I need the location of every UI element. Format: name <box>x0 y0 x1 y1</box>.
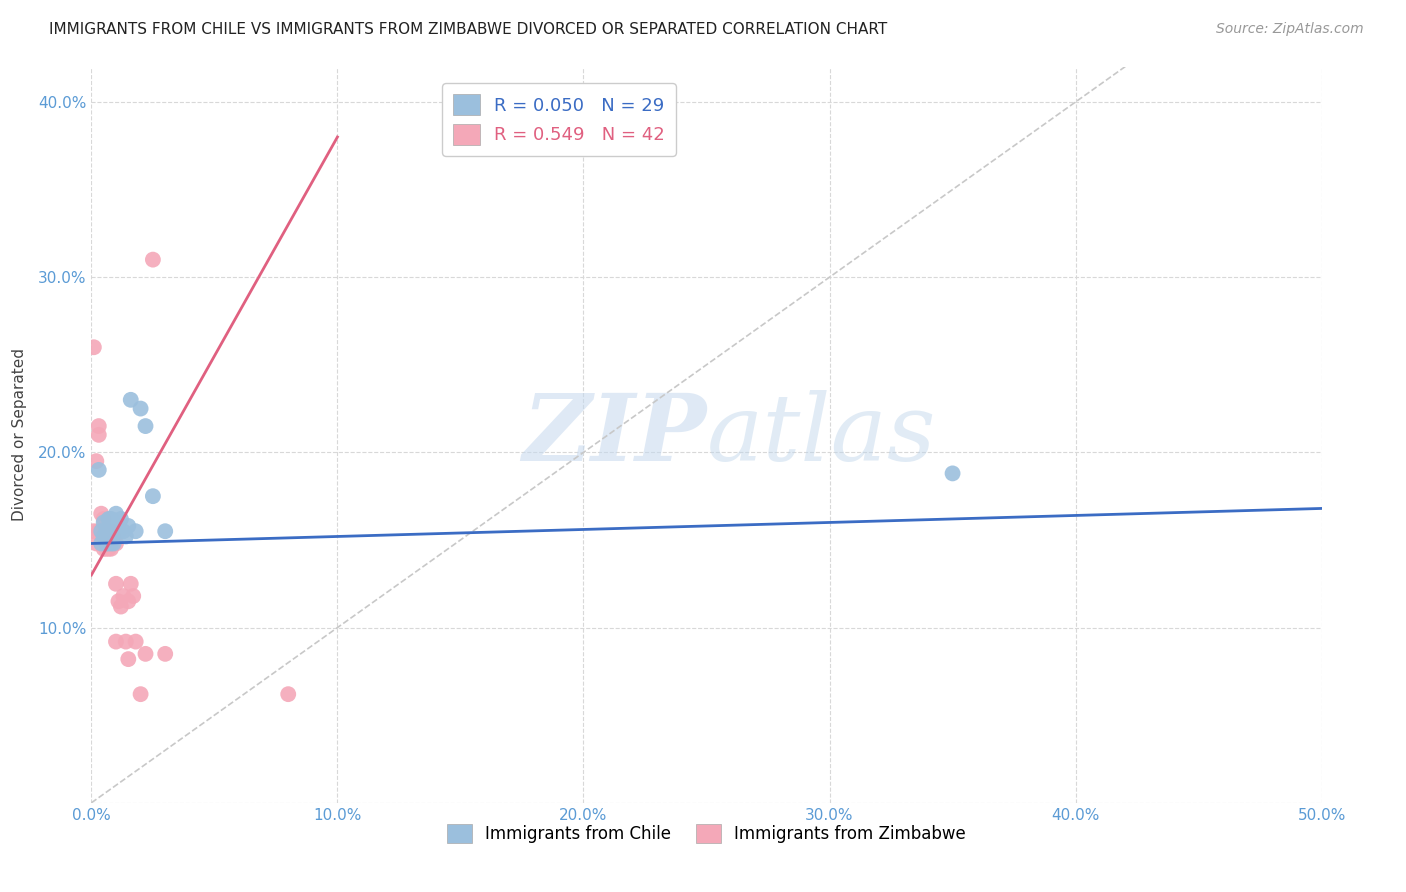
Point <box>105 536 127 550</box>
Point <box>277 687 299 701</box>
Point <box>100 512 122 526</box>
Point <box>142 252 165 267</box>
Point <box>153 647 177 661</box>
Point <box>87 463 110 477</box>
Point <box>90 524 112 539</box>
Point <box>83 340 105 354</box>
Point <box>107 594 129 608</box>
Point <box>96 524 117 539</box>
Point <box>97 533 120 547</box>
Point <box>103 516 125 530</box>
Point <box>97 541 120 556</box>
Point <box>103 536 125 550</box>
Text: ZIP: ZIP <box>522 390 706 480</box>
Point <box>110 512 132 526</box>
Point <box>90 507 112 521</box>
Point <box>124 524 146 539</box>
Point <box>97 512 120 526</box>
Point <box>117 652 139 666</box>
Point <box>120 576 142 591</box>
Point <box>87 419 110 434</box>
Point <box>83 524 105 539</box>
Point <box>97 524 120 539</box>
Point <box>107 524 129 539</box>
Point <box>105 507 127 521</box>
Point <box>96 536 117 550</box>
Point <box>105 576 127 591</box>
Point <box>129 687 152 701</box>
Point <box>90 536 112 550</box>
Point <box>103 529 125 543</box>
Point <box>117 519 139 533</box>
Text: atlas: atlas <box>706 390 936 480</box>
Point <box>114 529 138 543</box>
Text: IMMIGRANTS FROM CHILE VS IMMIGRANTS FROM ZIMBABWE DIVORCED OR SEPARATED CORRELAT: IMMIGRANTS FROM CHILE VS IMMIGRANTS FROM… <box>49 22 887 37</box>
Point <box>96 536 117 550</box>
Point <box>93 516 115 530</box>
Point <box>93 529 115 543</box>
Point <box>96 524 117 539</box>
Point <box>117 594 139 608</box>
Point <box>100 524 122 539</box>
Point <box>97 524 120 539</box>
Point <box>135 647 156 661</box>
Legend: Immigrants from Chile, Immigrants from Zimbabwe: Immigrants from Chile, Immigrants from Z… <box>440 817 973 850</box>
Point <box>110 599 132 614</box>
Point <box>105 634 127 648</box>
Point <box>114 634 138 648</box>
Point <box>100 541 122 556</box>
Point <box>96 541 117 556</box>
Point <box>122 589 145 603</box>
Point <box>120 392 142 407</box>
Point <box>100 536 122 550</box>
Point <box>100 524 122 539</box>
Point <box>105 524 127 539</box>
Point <box>93 512 115 526</box>
Text: Source: ZipAtlas.com: Source: ZipAtlas.com <box>1216 22 1364 37</box>
Point <box>90 524 112 539</box>
Point <box>112 589 135 603</box>
Point <box>86 454 108 468</box>
Point <box>90 536 112 550</box>
Point <box>135 419 156 434</box>
Point <box>93 541 115 556</box>
Point <box>124 634 146 648</box>
Point <box>96 536 117 550</box>
Point <box>112 524 135 539</box>
Point <box>87 524 110 539</box>
Point <box>87 427 110 442</box>
Y-axis label: Divorced or Separated: Divorced or Separated <box>11 349 27 521</box>
Point <box>103 536 125 550</box>
Point <box>97 536 120 550</box>
Point <box>129 401 152 416</box>
Point <box>100 536 122 550</box>
Point <box>86 536 108 550</box>
Point <box>153 524 177 539</box>
Point <box>93 524 115 539</box>
Point <box>941 467 963 481</box>
Point <box>142 489 165 503</box>
